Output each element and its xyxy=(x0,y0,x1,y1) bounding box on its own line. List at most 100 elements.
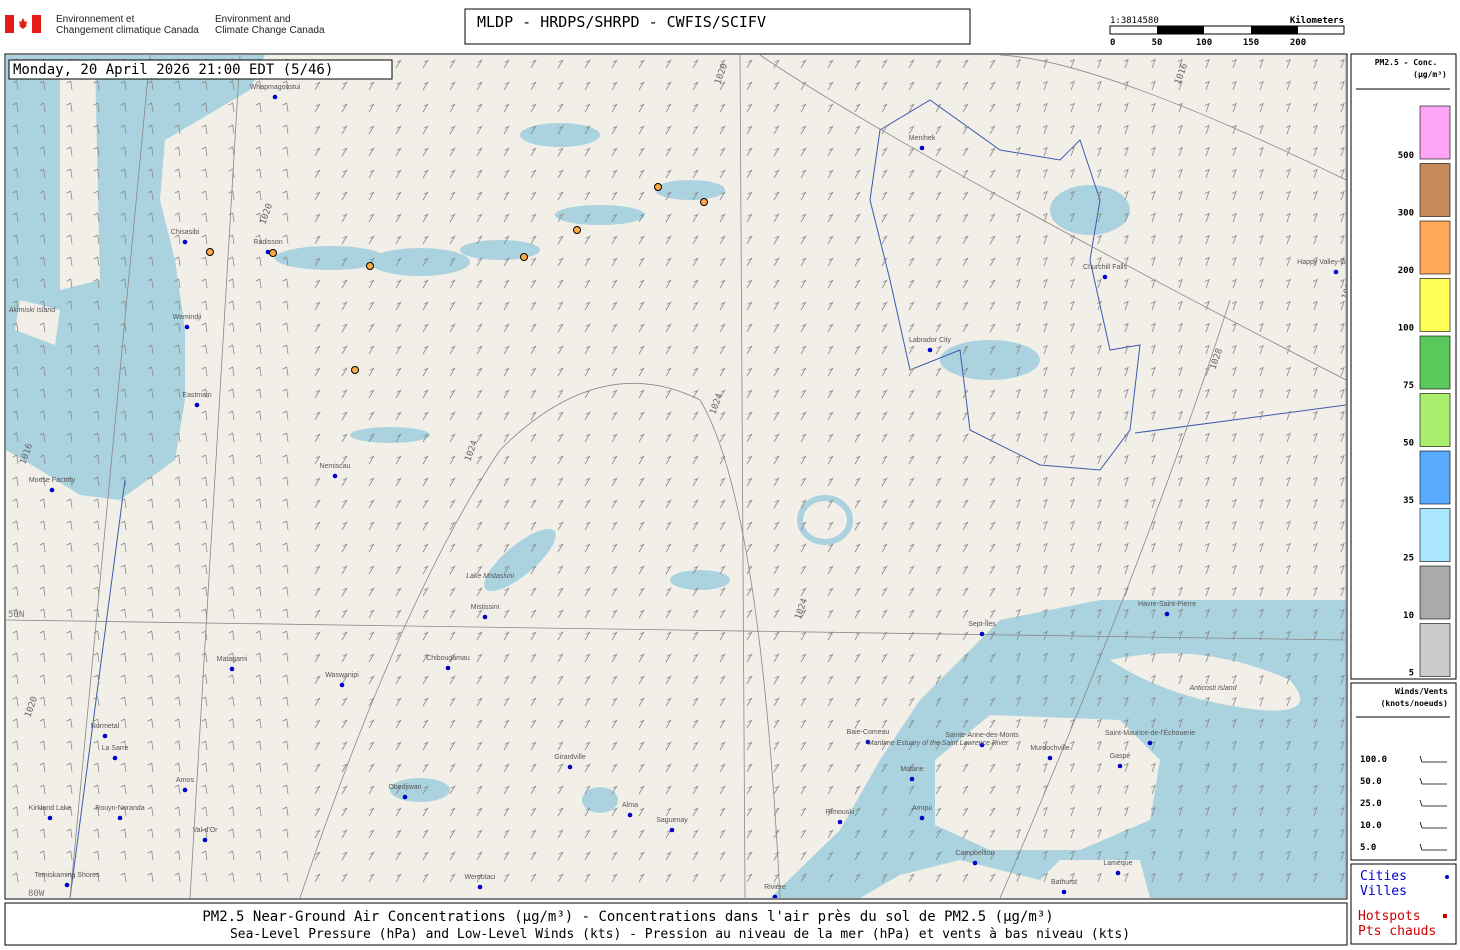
city-dot xyxy=(194,402,200,408)
city-label: Lamèque xyxy=(1103,860,1132,867)
pm-level-label: 100 xyxy=(1398,324,1414,334)
city-dot xyxy=(1115,870,1121,876)
wind-barb-sample xyxy=(1419,821,1447,829)
pm-level-swatch xyxy=(1419,278,1451,332)
hotspots-label: Pts chauds xyxy=(1358,924,1436,939)
pm-level-swatch xyxy=(1419,163,1451,217)
hotspot xyxy=(366,262,374,270)
city-label: Menihek xyxy=(909,135,936,142)
scale-tick: 50 xyxy=(1152,38,1163,48)
city-label: Radisson xyxy=(253,239,282,246)
city-dot xyxy=(182,239,188,245)
scale-unit: Kilometers xyxy=(1290,15,1344,26)
pm-level-label: 5 xyxy=(1409,669,1414,679)
timestamp: Monday, 20 April 2026 21:00 EDT (5/46) xyxy=(13,62,333,78)
city-dot xyxy=(1333,269,1339,275)
city-label: Matagami xyxy=(217,656,248,663)
cities-label: Villes xyxy=(1360,884,1407,899)
scale-tick: 0 xyxy=(1110,38,1115,48)
hotspot xyxy=(520,253,528,261)
title-box xyxy=(464,8,971,45)
city-dot xyxy=(627,812,633,818)
pm-level-swatch xyxy=(1419,623,1451,677)
city-dot xyxy=(1047,755,1053,761)
city-label: Eastmain xyxy=(182,392,211,399)
city-label: Churchill Falls xyxy=(1083,264,1127,271)
city-dot xyxy=(1117,763,1123,769)
grid-label: 50N xyxy=(8,610,24,620)
map: Whapmagoostui Chisasibi Radisson Wemindji Ea… xyxy=(6,55,1375,899)
scale-bar: 1:3814580 Kilometers xyxy=(1109,15,1345,35)
city-dot xyxy=(117,815,123,821)
gov-logo: Environnement et Changement climatique C… xyxy=(5,14,325,36)
footer-box xyxy=(4,902,1348,946)
wind-label: 50.0 xyxy=(1360,777,1382,787)
city-dot xyxy=(202,837,208,843)
hotspots-label: Hotspots xyxy=(1358,909,1421,924)
map-frame xyxy=(4,53,1348,900)
city-label: Girardville xyxy=(554,754,586,761)
city-label: Whapmagoostui xyxy=(250,84,301,91)
footer-line: Sea-Level Pressure (hPa) and Low-Level W… xyxy=(230,927,1130,942)
footer-line: PM2.5 Near-Ground Air Concentrations (µg… xyxy=(202,909,1053,925)
city-dot xyxy=(102,733,108,739)
city-label: Normetal xyxy=(91,723,120,730)
wind-label: 25.0 xyxy=(1360,799,1382,809)
wind-legend xyxy=(1350,682,1457,861)
city-label: Nemiscau xyxy=(319,463,350,470)
city-label: Baie-Comeau xyxy=(847,729,890,736)
city-label: Saint-Maurice-de-l'Échouerie xyxy=(1105,728,1195,737)
city-dot xyxy=(865,739,871,745)
city-dot xyxy=(919,815,925,821)
city-label: Chibougamau xyxy=(426,655,470,662)
city-dot xyxy=(1102,274,1108,280)
city-label: Val-d'Or xyxy=(193,827,219,834)
city-dot xyxy=(49,487,55,493)
pm-level-label: 50 xyxy=(1403,439,1414,449)
scale-tick: 150 xyxy=(1243,38,1259,48)
city-label: Murdochville xyxy=(1030,745,1069,752)
city-dot xyxy=(482,614,488,620)
city-label: Mistissini xyxy=(471,604,500,611)
city-label: Bathurst xyxy=(1051,879,1077,886)
wind-title: (knots/noeuds) xyxy=(1381,699,1448,708)
city-label: Obedjiwan xyxy=(388,784,421,791)
city-label: Wemotaci xyxy=(465,874,496,881)
pm-level-label: 10 xyxy=(1403,611,1414,621)
city-dot xyxy=(184,324,190,330)
city-label: Sept-Îles xyxy=(968,619,996,628)
city-label: Rouyn-Noranda xyxy=(95,805,145,812)
city-label: Sainte-Anne-des-Monts xyxy=(945,732,1019,739)
city-label: Wemindji xyxy=(173,314,202,321)
city-dot xyxy=(1061,889,1067,895)
pm-level-label: 25 xyxy=(1403,554,1414,564)
grid-label: 80W xyxy=(28,889,45,899)
city-dot xyxy=(339,682,345,688)
city-label: Chisasibi xyxy=(171,229,200,236)
city-dot xyxy=(402,794,408,800)
gov-en: Environment and xyxy=(215,14,291,25)
place-label: Maritime Estuary of the Saint Lawrence R… xyxy=(868,740,1009,747)
wind-label: 10.0 xyxy=(1360,821,1382,831)
city-label: Rivière xyxy=(764,884,786,891)
city-dot xyxy=(909,776,915,782)
city-label: Happy Valley-Goose Bay xyxy=(1297,259,1375,266)
scale-tick: 200 xyxy=(1290,38,1306,48)
symbol-legend xyxy=(1350,863,1457,945)
city-dot xyxy=(272,94,278,100)
wind-label: 5.0 xyxy=(1360,843,1376,853)
city-label: Saguenay xyxy=(656,817,688,824)
city-dot xyxy=(772,894,778,898)
city-dot xyxy=(112,755,118,761)
place-label: Akimiski Island xyxy=(8,307,56,314)
city-dot xyxy=(1147,740,1153,746)
city-label: Campbellton xyxy=(955,850,994,857)
city-label: Labrador City xyxy=(909,337,952,344)
wind-title: Winds/Vents xyxy=(1395,686,1448,696)
city-dot xyxy=(47,815,53,821)
hotspot xyxy=(269,249,277,257)
wind-label: 100.0 xyxy=(1360,755,1387,765)
gov-fr: Environnement et xyxy=(56,14,135,25)
